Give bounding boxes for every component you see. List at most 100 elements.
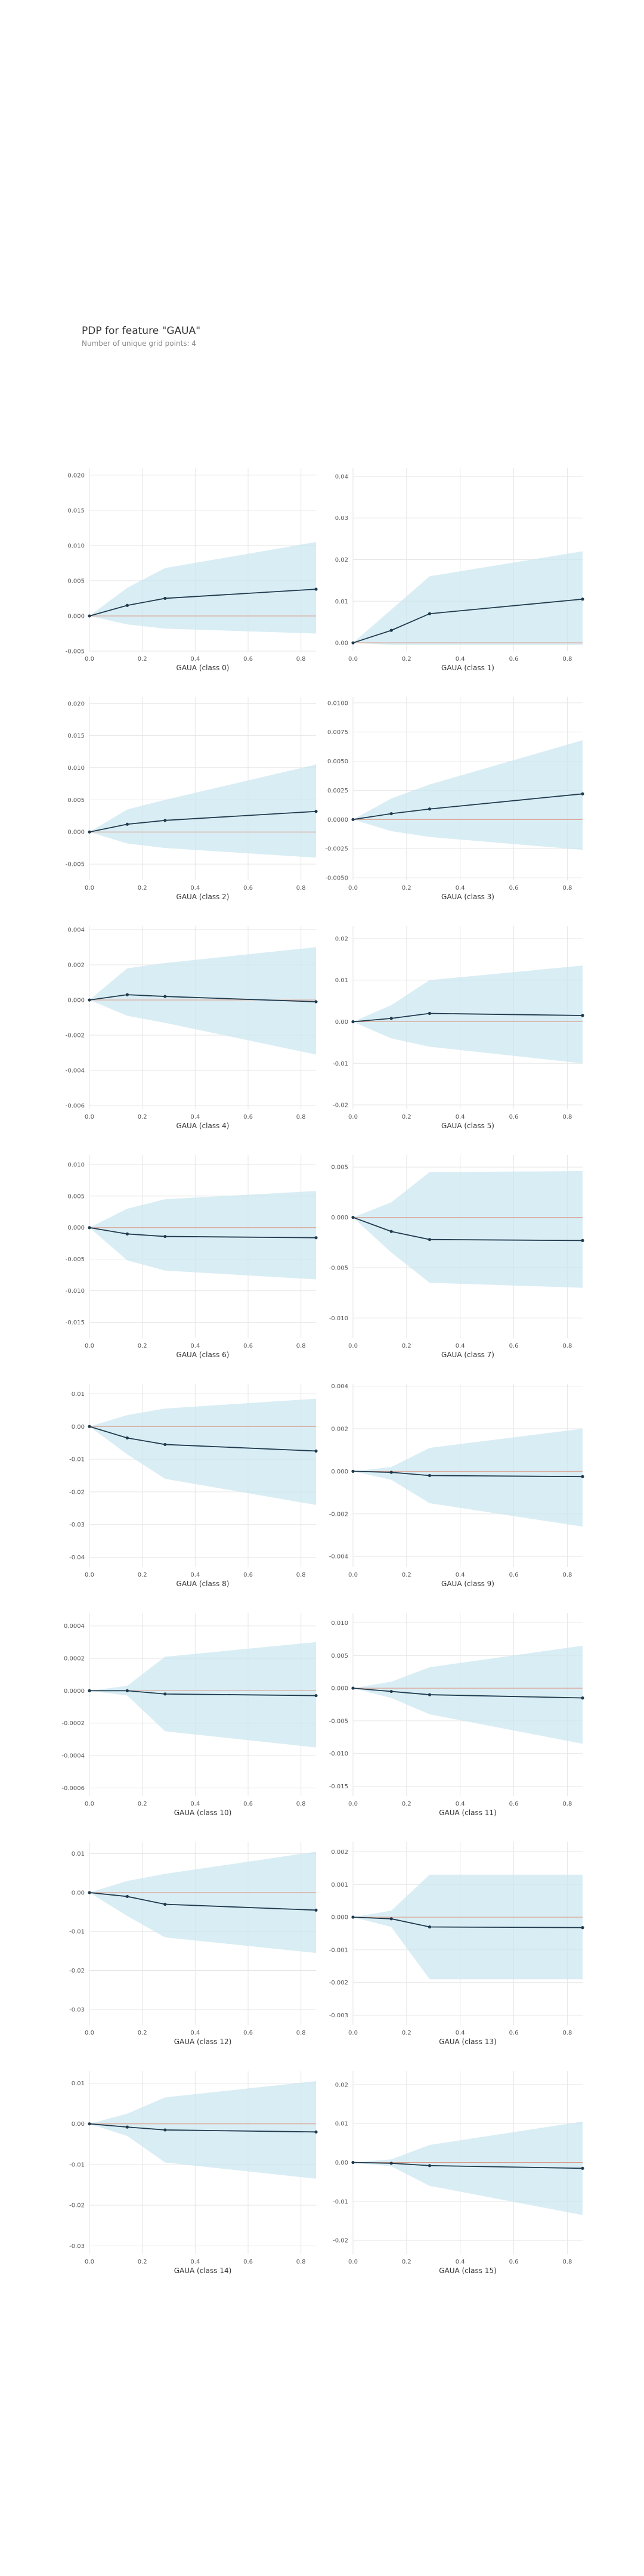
x-tick-label: 0.8 <box>296 1343 306 1349</box>
pdp-line <box>352 1688 583 1699</box>
pdp-line <box>89 1690 317 1696</box>
x-axis-label: GAUA (class 1) <box>441 664 494 672</box>
y-tick-label: -0.005 <box>66 1256 85 1263</box>
y-tick-label: -0.010 <box>66 1288 85 1295</box>
pdp-subplot-class-5: -0.02 -0.01 0.00 0.01 0.02 0.0 0.2 0.4 0.6 0.8 GAU… <box>333 926 584 1130</box>
pdp-point <box>125 822 129 826</box>
y-tick-label: 0.02 <box>335 557 348 564</box>
confidence-band <box>353 1428 583 1527</box>
pdp-subplot-class-0: -0.005 0.000 0.005 0.010 0.015 0.020 0.0 0.2 0.4… <box>66 468 318 672</box>
y-tick-label: -0.001 <box>329 1947 348 1953</box>
x-tick-label: 0.6 <box>243 656 253 662</box>
x-tick-label: 0.6 <box>509 2030 519 2036</box>
x-tick-label: 0.6 <box>243 1343 253 1349</box>
confidence-band <box>353 2121 583 2215</box>
x-tick-label: 0.4 <box>190 2259 200 2265</box>
y-tick-label: 0.005 <box>331 1653 348 1659</box>
pdp-point <box>389 2162 393 2165</box>
x-axis-label: GAUA (class 11) <box>439 1809 497 1817</box>
pdp-point <box>581 792 584 795</box>
x-tick-label: 0.4 <box>456 1114 465 1120</box>
pdp-point <box>314 1908 318 1912</box>
pdp-line <box>352 1216 583 1241</box>
x-tick-label: 0.2 <box>402 885 411 891</box>
x-tick-label: 0.6 <box>509 1801 519 1807</box>
y-tick-label: -0.015 <box>66 1320 85 1326</box>
y-tick-label: 0.000 <box>331 1469 348 1475</box>
confidence-band <box>89 1191 316 1280</box>
y-tick-label: -0.005 <box>66 862 85 868</box>
pdp-point <box>88 2122 91 2126</box>
y-tick-label: -0.005 <box>66 649 85 655</box>
y-tick-label: 0.002 <box>331 1426 348 1432</box>
y-tick-label: 0.0000 <box>327 817 348 823</box>
pdp-point <box>314 1000 318 1004</box>
y-tick-label: 0.01 <box>335 599 348 605</box>
x-axis-label: GAUA (class 8) <box>177 1580 230 1588</box>
y-tick-label: 0.03 <box>335 515 348 522</box>
x-tick-label: 0.2 <box>138 1114 147 1120</box>
y-tick-label: -0.0004 <box>61 1753 85 1760</box>
x-tick-label: 0.4 <box>190 1572 200 1578</box>
pdp-line <box>89 1227 317 1239</box>
y-tick-label: 0.000 <box>67 997 85 1004</box>
x-tick-label: 0.0 <box>348 1114 358 1120</box>
confidence-band <box>89 541 316 634</box>
pdp-line <box>89 1426 317 1452</box>
y-tick-label: -0.02 <box>69 2203 85 2209</box>
y-tick-label: 0.0100 <box>327 700 348 707</box>
y-tick-label: -0.005 <box>329 1718 348 1724</box>
pdp-point <box>88 614 91 618</box>
x-tick-label: 0.2 <box>138 1572 147 1578</box>
pdp-point <box>314 1449 318 1453</box>
x-tick-label: 0.4 <box>190 656 200 662</box>
pdp-line <box>352 1916 583 1928</box>
y-tick-label: -0.0006 <box>61 1785 85 1792</box>
pdp-point <box>428 807 432 811</box>
pdp-point <box>351 1469 355 1473</box>
y-tick-label: -0.02 <box>69 1489 85 1496</box>
y-tick-label: -0.01 <box>333 1061 348 1067</box>
y-tick-label: 0.0075 <box>327 729 348 736</box>
y-tick-label: 0.04 <box>335 473 348 480</box>
y-tick-label: 0.000 <box>331 1915 348 1921</box>
pdp-point <box>389 628 393 632</box>
x-tick-label: 0.0 <box>348 1343 358 1349</box>
pdp-point <box>88 1689 91 1693</box>
pdp-line <box>89 994 317 1002</box>
x-tick-label: 0.0 <box>85 2259 94 2265</box>
y-tick-label: -0.004 <box>329 1554 348 1561</box>
y-tick-label: 0.004 <box>331 1383 348 1390</box>
x-tick-label: 0.0 <box>85 1801 94 1807</box>
pdp-line <box>352 793 583 821</box>
pdp-subplot-class-7: -0.010 -0.005 0.000 0.005 0.0 0.2 0.4 0.6 0.8 GAU… <box>329 1155 584 1359</box>
y-tick-label: -0.002 <box>329 1980 348 1986</box>
x-axis-label: GAUA (class 0) <box>177 664 230 672</box>
pdp-point <box>88 998 91 1002</box>
y-tick-label: 0.010 <box>67 1162 85 1168</box>
y-tick-label: 0.010 <box>67 765 85 772</box>
x-axis-label: GAUA (class 7) <box>441 1351 494 1359</box>
y-tick-label: -0.02 <box>69 1968 85 1974</box>
x-tick-label: 0.4 <box>456 2259 465 2265</box>
pdp-point <box>88 830 91 834</box>
x-tick-label: 0.8 <box>562 656 572 662</box>
pdp-subplot-class-6: -0.015 -0.010 -0.005 0.000 0.005 0.010 0.0 0.2 0… <box>66 1155 318 1359</box>
x-axis-label: GAUA (class 9) <box>441 1580 494 1588</box>
y-tick-label: 0.0004 <box>64 1623 85 1630</box>
pdp-point <box>314 810 318 813</box>
x-tick-label: 0.4 <box>190 885 200 891</box>
pdp-subplot-class-12: -0.03 -0.02 -0.01 0.00 0.01 0.0 0.2 0.4 0.6 0.8 GA… <box>69 1842 318 2046</box>
y-tick-label: -0.01 <box>69 1457 85 1463</box>
pdp-point <box>389 1017 393 1020</box>
y-tick-label: 0.00 <box>335 640 348 647</box>
x-tick-label: 0.6 <box>243 1801 253 1807</box>
x-tick-label: 0.0 <box>348 2259 358 2265</box>
pdp-subplot-class-1: 0.00 0.01 0.02 0.03 0.04 0.0 0.2 0.4 0.6 0.8 GAUA … <box>335 468 584 672</box>
x-tick-label: 0.2 <box>138 2259 147 2265</box>
y-tick-label: 0.004 <box>67 927 85 933</box>
x-tick-label: 0.6 <box>509 656 519 662</box>
x-tick-label: 0.8 <box>296 2030 306 2036</box>
pdp-point <box>351 1915 355 1919</box>
x-axis-label: GAUA (class 14) <box>174 2267 232 2275</box>
